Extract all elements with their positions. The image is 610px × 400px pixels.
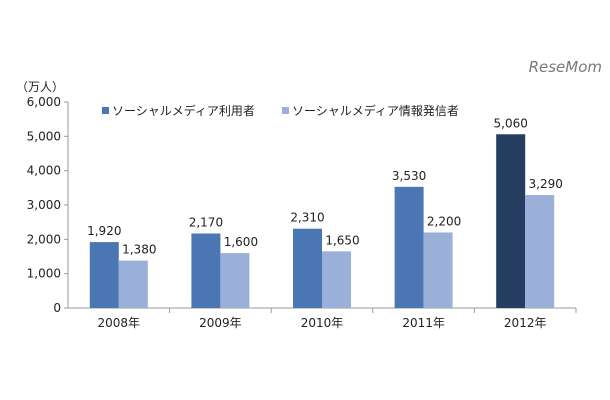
y-tick-label: 0 <box>53 301 61 315</box>
bar-senders <box>423 232 453 308</box>
x-tick-label: 2012年 <box>504 316 547 330</box>
data-label: 2,200 <box>427 214 461 228</box>
legend: ソーシャルメディア利用者 ソーシャルメディア情報発信者 <box>102 103 459 118</box>
data-label: 1,600 <box>224 235 258 249</box>
data-label: 1,920 <box>87 224 121 238</box>
y-tick-label: 3,000 <box>27 198 61 212</box>
data-label: 5,060 <box>494 116 528 130</box>
y-tick-label: 1,000 <box>27 267 61 281</box>
data-label: 2,310 <box>290 211 324 225</box>
bars <box>89 134 555 308</box>
bar-senders <box>220 253 250 308</box>
bar-senders <box>118 260 148 308</box>
bar-users <box>191 233 221 308</box>
data-label: 3,530 <box>392 169 426 183</box>
y-axis-unit-label: （万人） <box>16 80 64 94</box>
bar-users <box>394 186 424 308</box>
bar-users <box>89 242 119 308</box>
y-tick-label: 6,000 <box>27 95 61 109</box>
x-tick-label: 2009年 <box>199 316 242 330</box>
legend-swatch <box>102 107 109 114</box>
y-tick-label: 4,000 <box>27 164 61 178</box>
brand-logo: ReseMom <box>529 58 602 76</box>
data-label: 2,170 <box>189 215 223 229</box>
bar-senders <box>322 251 351 308</box>
bar-users <box>293 228 322 308</box>
legend-label: ソーシャルメディア利用者 <box>112 103 255 118</box>
labels: 1,920 2,170 2,310 3,530 5,060 1,380 1,600 1,650… <box>87 116 563 256</box>
x-tick-label: 2010年 <box>301 316 344 330</box>
x-tick-label: 2011年 <box>402 316 445 330</box>
data-label: 1,650 <box>325 233 359 247</box>
bar-users <box>496 134 526 308</box>
legend-swatch <box>282 107 289 114</box>
data-label: 3,290 <box>529 177 563 191</box>
y-tick-label: 5,000 <box>27 129 61 143</box>
axes: 0 1,000 2,000 3,000 4,000 5,000 6,000 2008年 2009… <box>27 95 577 330</box>
data-label: 1,380 <box>122 243 156 257</box>
bar-senders <box>525 195 555 308</box>
x-tick-label: 2008年 <box>98 316 141 330</box>
legend-label: ソーシャルメディア情報発信者 <box>292 103 459 118</box>
y-tick-label: 2,000 <box>27 232 61 246</box>
